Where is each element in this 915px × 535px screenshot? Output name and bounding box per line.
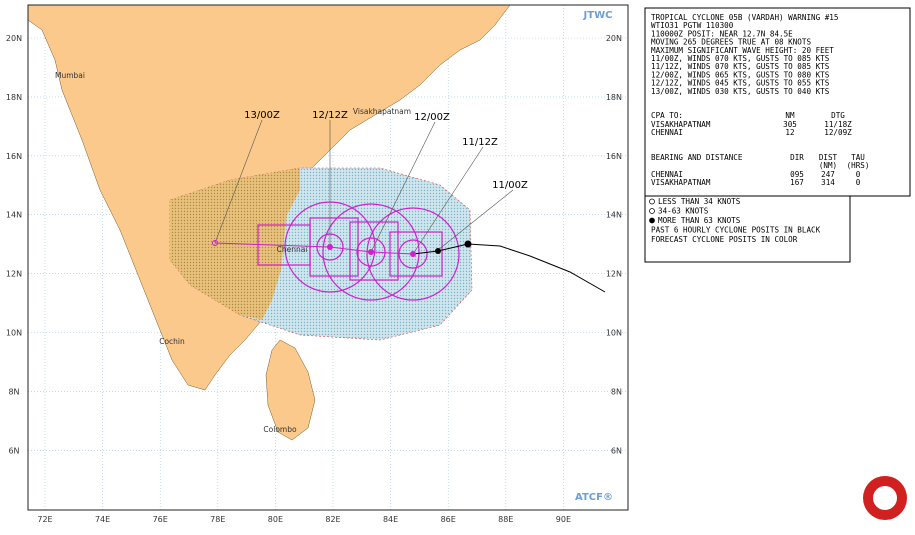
warning-text: VISAKHAPATNAM [651,120,711,129]
land-sri-lanka [265,339,316,441]
lon-label: 80E [268,515,283,524]
label-leaders [214,119,514,255]
warning-text: TROPICAL CYCLONE 05B (VARDAH) WARNING #1… [651,13,838,22]
forecast-label: 11/12Z [462,137,498,148]
lat-label: 16N [606,152,622,161]
lon-label: 72E [37,515,52,524]
warning-text: 13/00Z, WINDS 030 KTS, GUSTS TO 040 KTS [651,87,830,96]
warning-text: (HRS) [847,161,870,170]
forecast-label: 11/00Z [492,180,528,191]
lon-label: 82E [325,515,340,524]
lon-label: 88E [498,515,513,524]
warning-text: 12/12Z, WINDS 045 KTS, GUSTS TO 055 KTS [651,79,830,88]
warning-text: 167 [790,178,804,187]
warning-text: VISAKHAPATNAM [651,178,711,187]
warning-text: 12 [785,128,794,137]
lon-label: 90E [556,515,571,524]
warning-text: CPA TO: [651,111,683,120]
warning-text: 247 [821,170,835,179]
lat-label: 14N [606,211,622,220]
forecast-label: 12/12Z [312,110,348,121]
wind-radii [257,201,460,301]
warning-text: 11/18Z [824,120,852,129]
warning-text: MORE THAN 63 KNOTS [658,216,741,225]
lat-label: 8N [611,387,622,396]
lat-label: 8N [8,387,19,396]
lat-label: 6N [611,446,622,455]
warning-text: MOVING 265 DEGREES TRUE AT 08 KNOTS [651,38,811,47]
legend-box [644,195,851,263]
warning-text: CHENNAI [651,128,683,137]
legend-symbol [649,198,655,205]
positions [212,240,472,257]
warning-text: CHENNAI [651,170,683,179]
warning-text: BEARING AND DISTANCE [651,153,743,162]
warning-text: FORECAST CYCLONE POSITS IN COLOR [651,235,798,244]
warning-text: 314 [821,178,835,187]
lat-label: 18N [606,93,622,102]
warning-text: 305 [783,120,797,129]
legend-symbol [649,217,655,224]
lat-label: 10N [606,329,622,338]
forecast-label: 12/00Z [414,112,450,123]
agency: JTWC [583,10,613,21]
warning-text: DIST [819,153,838,162]
warning-text: PAST 6 HOURLY CYCLONE POSITS IN BLACK [651,226,821,235]
warning-text: 095 [790,170,804,179]
forecast-label: 13/00Z [244,110,280,121]
warning-text: DTG [831,111,845,120]
lon-label: 74E [95,515,110,524]
warning-text: 34-63 KNOTS [658,207,709,216]
city-label: Colombo [263,425,297,434]
warning-text: MAXIMUM SIGNIFICANT WAVE HEIGHT: 20 FEET [651,46,834,55]
lat-label: 6N [8,446,19,455]
city-label: Cochin [159,337,185,346]
map [28,5,628,510]
warning-text: LESS THAN 34 KNOTS [658,197,741,206]
lat-label: 10N [6,329,22,338]
warning-text: 12/09Z [824,128,852,137]
warning-text: 11/00Z, WINDS 070 KTS, GUSTS TO 085 KTS [651,54,830,63]
logo-center [873,486,897,510]
lon-label: 78E [210,515,225,524]
city-label: Chennai [277,245,308,254]
lat-label: 12N [6,270,22,279]
warning-text: TAU [851,153,865,162]
lat-label: 18N [6,93,22,102]
lon-label: 86E [441,515,456,524]
warning-text: WTIO31 PGTW 110300 [651,21,734,30]
credit: ATCF® [575,492,613,503]
lon-label: 84E [383,515,398,524]
map-frame [27,4,629,511]
warning-text: (NM) [819,161,837,170]
warning-text: DIR [790,153,804,162]
forecast-track [214,242,414,255]
lat-label: 12N [606,270,622,279]
warning-text: NM [785,111,795,120]
lon-label: 76E [153,515,168,524]
warning-text: 12/00Z, WINDS 065 KTS, GUSTS TO 080 KTS [651,70,830,79]
lat-label: 16N [6,152,22,161]
legend-symbol [649,208,655,214]
city-label: Mumbai [55,71,85,80]
city-label: Visakhapatnam [353,107,411,116]
lat-label: 20N [6,34,22,43]
warning-text: 11/12Z, WINDS 070 KTS, GUSTS TO 085 KTS [651,62,830,71]
warning-text: 0 [856,178,861,187]
warning-text: 110000Z POSIT: NEAR 12.7N 84.5E [651,29,793,38]
warning-text: 0 [856,170,861,179]
warning-box [644,7,911,197]
lat-label: 20N [606,34,622,43]
lat-label: 14N [6,211,22,220]
